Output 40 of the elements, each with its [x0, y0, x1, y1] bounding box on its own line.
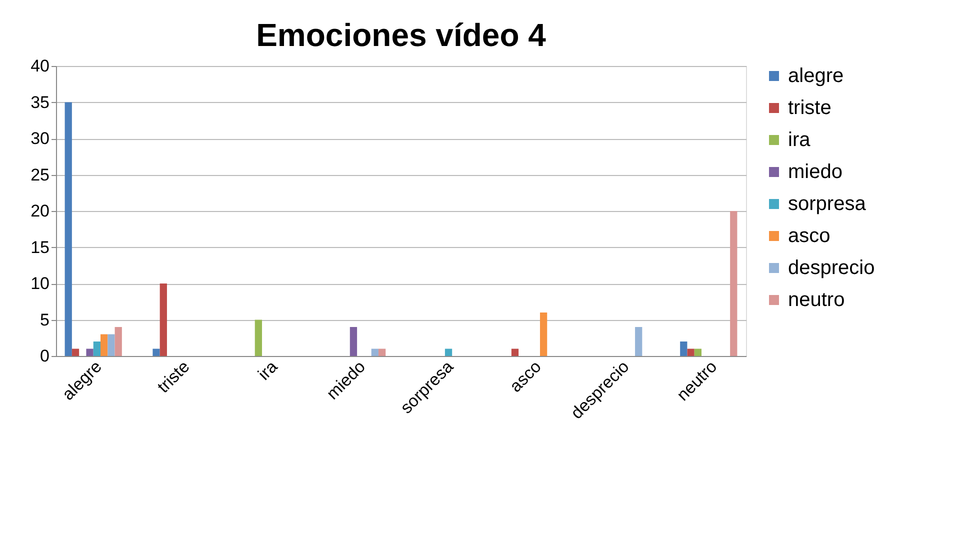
bar — [114, 327, 122, 356]
bar — [72, 348, 80, 356]
chart-title: Emociones vídeo 4 — [256, 17, 546, 53]
legend-label: asco — [788, 225, 830, 247]
bar — [100, 334, 108, 356]
y-tick-label: 40 — [30, 56, 50, 76]
bar — [350, 327, 358, 356]
bar — [378, 348, 386, 356]
bar — [108, 334, 115, 356]
legend-label: miedo — [788, 161, 842, 183]
bar — [687, 348, 694, 356]
bar — [540, 312, 548, 356]
bar — [444, 348, 452, 356]
legend-label: triste — [788, 97, 832, 119]
bar — [730, 211, 738, 356]
y-tick-label: 0 — [40, 346, 50, 366]
y-tick-label: 20 — [30, 202, 50, 220]
bar — [86, 348, 94, 356]
bar — [680, 342, 688, 356]
bar — [160, 284, 167, 356]
y-tick-label: 15 — [30, 238, 50, 257]
bar — [694, 348, 702, 356]
bar — [152, 348, 160, 356]
legend-label: ira — [788, 129, 812, 151]
legend-label: sorpresa — [788, 193, 867, 215]
bar — [371, 348, 378, 356]
bar — [254, 320, 262, 356]
legend-label: alegre — [788, 65, 844, 87]
y-tick-label: 25 — [30, 165, 50, 184]
bar — [93, 342, 100, 356]
bar — [511, 348, 519, 356]
x-tick-label: ira — [254, 356, 282, 384]
legend-label: neutro — [788, 289, 845, 311]
legend-label: desprecio — [788, 257, 875, 279]
bar — [635, 327, 642, 356]
y-tick-label: 10 — [30, 274, 50, 293]
bar — [64, 102, 72, 356]
y-tick-label: 30 — [30, 129, 50, 148]
y-tick-label: 35 — [30, 92, 50, 112]
y-tick-label: 5 — [40, 310, 50, 330]
